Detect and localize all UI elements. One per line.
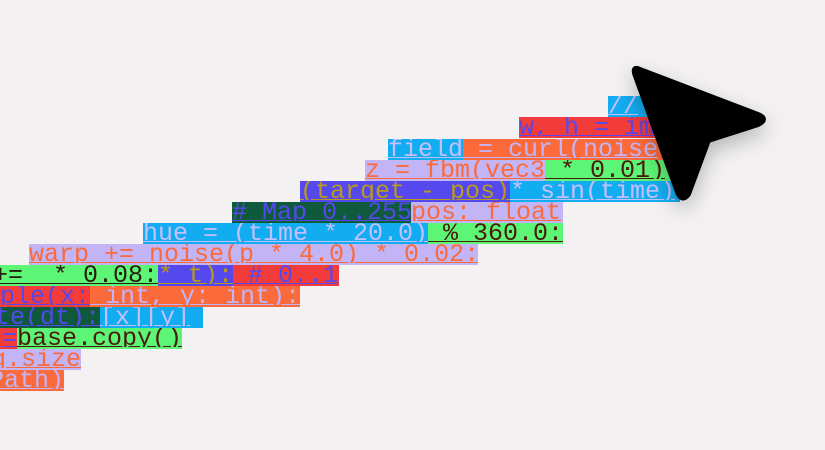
code-segment: [x][y]	[100, 307, 203, 328]
code-segment: warp += noise(p * 4.0) * 0.02:	[29, 244, 478, 265]
code-segment: % 360.0:	[428, 223, 563, 244]
code-segment: * t):	[158, 265, 233, 286]
code-text: w, h = im	[519, 117, 655, 138]
code-segment: //	[608, 96, 653, 117]
code-segment: g.size	[0, 349, 81, 370]
code-text: Path)	[0, 370, 64, 391]
code-text: g.size	[0, 349, 81, 370]
code-segment: field	[388, 139, 463, 160]
code-text: = curl(noise	[463, 139, 659, 160]
code-text: te(dt):	[0, 307, 100, 328]
code-text: warp += noise(p * 4.0) * 0.02:	[29, 244, 478, 265]
code-segment: (target - pos)	[300, 181, 510, 202]
code-segment: * sin(time)	[510, 181, 680, 202]
code-text: * 0.01)	[545, 160, 666, 181]
code-segment: pos: float	[411, 202, 563, 223]
code-text: += * 0.08:	[0, 265, 158, 286]
code-text: =	[1, 328, 17, 349]
code-segment: base.copy()	[17, 328, 182, 349]
code-text: base.copy()	[17, 328, 182, 349]
code-segment: # Map 0..255	[232, 202, 411, 223]
code-text: [x][y]	[100, 307, 191, 328]
code-segment: += * 0.08:	[0, 265, 158, 286]
code-segment: Path)	[0, 370, 64, 391]
code-segment: = curl(noise	[463, 139, 663, 160]
code-segment: * 0.01)	[545, 160, 670, 181]
code-text: ple(x:	[0, 286, 90, 307]
code-segment: te(dt):	[0, 307, 100, 328]
code-segment: z = fbm(vec3	[365, 160, 545, 181]
code-text: (target - pos)	[300, 181, 510, 202]
code-text: z = fbm(vec3	[365, 160, 545, 181]
code-segment: ple(x:	[0, 286, 90, 307]
code-segment: hue = (time * 20.0)	[143, 223, 428, 244]
code-segment: int, y: int):	[90, 286, 300, 307]
code-text: * sin(time)	[510, 181, 676, 202]
code-text: hue = (time * 20.0)	[143, 223, 428, 244]
code-text: # Map 0..255	[232, 202, 411, 223]
code-text: //	[608, 96, 639, 117]
code-text: int, y: int):	[90, 286, 300, 307]
code-text: pos: float	[411, 202, 562, 223]
code-segment: w, h = im	[519, 117, 659, 138]
code-text: * t):	[158, 265, 233, 286]
code-segment: # 0..1	[233, 265, 339, 286]
code-text: # 0..1	[233, 265, 339, 286]
code-segment: =	[0, 328, 17, 349]
code-text: % 360.0:	[428, 223, 563, 244]
code-text: field	[388, 139, 463, 160]
